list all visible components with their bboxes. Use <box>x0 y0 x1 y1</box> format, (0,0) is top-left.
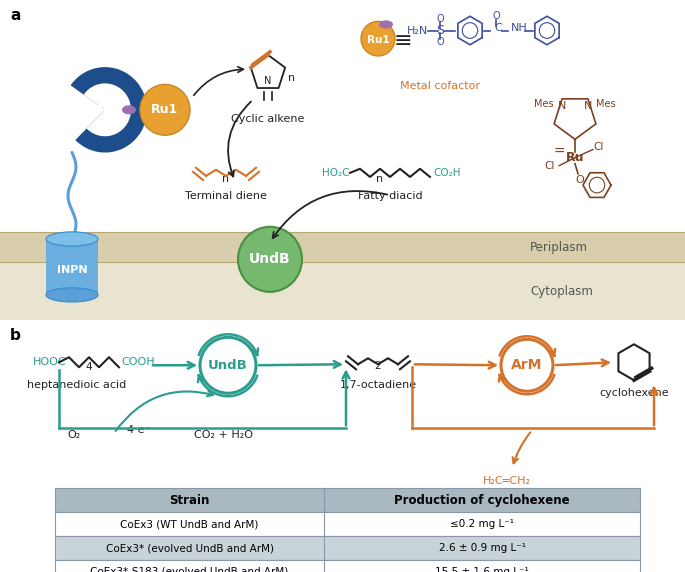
Text: COOH: COOH <box>121 358 155 367</box>
Ellipse shape <box>46 232 98 246</box>
Bar <box>0 232 685 263</box>
Text: Ru1: Ru1 <box>366 35 389 45</box>
Text: =: = <box>553 145 565 158</box>
Text: O: O <box>575 175 584 185</box>
Text: CoEx3 (WT UndB and ArM): CoEx3 (WT UndB and ArM) <box>121 519 259 529</box>
Ellipse shape <box>46 288 98 302</box>
Text: Terminal diene: Terminal diene <box>185 191 267 201</box>
Text: 2: 2 <box>375 362 382 371</box>
Bar <box>55 488 640 512</box>
Circle shape <box>361 21 395 56</box>
Text: 4 e⁻: 4 e⁻ <box>127 425 151 435</box>
Bar <box>46 239 98 295</box>
Text: N: N <box>584 101 593 111</box>
Text: Strain: Strain <box>169 494 210 507</box>
Text: b: b <box>10 328 21 343</box>
Text: 2.6 ± 0.9 mg L⁻¹: 2.6 ± 0.9 mg L⁻¹ <box>438 543 525 553</box>
Text: n: n <box>288 73 295 84</box>
Circle shape <box>200 337 256 393</box>
Text: Cytoplasm: Cytoplasm <box>530 285 593 298</box>
Text: ≤0.2 mg L⁻¹: ≤0.2 mg L⁻¹ <box>450 519 514 529</box>
Bar <box>0 263 685 320</box>
Text: S: S <box>436 24 444 37</box>
Text: ArM: ArM <box>511 358 543 372</box>
Bar <box>55 512 640 536</box>
Text: O: O <box>493 11 500 21</box>
Circle shape <box>140 85 190 135</box>
Text: NH: NH <box>511 23 527 34</box>
Text: INPN: INPN <box>57 265 87 275</box>
Circle shape <box>501 339 553 391</box>
Text: HOOC: HOOC <box>33 358 66 367</box>
Text: Mes: Mes <box>596 98 616 109</box>
Text: 1,7-octadiene: 1,7-octadiene <box>340 380 416 390</box>
Text: n: n <box>377 174 384 184</box>
Text: 4: 4 <box>86 362 92 372</box>
Text: Mes: Mes <box>534 98 554 109</box>
Text: N: N <box>558 101 566 111</box>
Text: cyclohexene: cyclohexene <box>599 388 669 398</box>
Text: C: C <box>494 23 501 34</box>
Text: Cl: Cl <box>593 142 603 153</box>
Text: 15.5 ± 1.6 mg L⁻¹: 15.5 ± 1.6 mg L⁻¹ <box>435 567 529 572</box>
Text: UndB: UndB <box>208 359 248 372</box>
Text: Ru: Ru <box>566 151 584 164</box>
Text: CO₂H: CO₂H <box>433 168 460 178</box>
Text: O: O <box>436 37 444 47</box>
Text: CoEx3*-S183 (evolved UndB and ArM): CoEx3*-S183 (evolved UndB and ArM) <box>90 567 288 572</box>
Text: Periplasm: Periplasm <box>530 241 588 253</box>
Text: CoEx3* (evolved UndB and ArM): CoEx3* (evolved UndB and ArM) <box>105 543 273 553</box>
Text: Metal cofactor: Metal cofactor <box>400 81 480 92</box>
Bar <box>55 560 640 572</box>
Text: Fatty diacid: Fatty diacid <box>358 191 423 201</box>
Wedge shape <box>84 84 131 136</box>
Text: N: N <box>264 76 272 86</box>
Text: O₂: O₂ <box>67 430 81 440</box>
Circle shape <box>238 227 302 292</box>
Text: ≡: ≡ <box>394 31 412 51</box>
Bar <box>55 536 640 560</box>
Text: a: a <box>10 8 21 23</box>
Text: n: n <box>223 174 229 184</box>
Text: Cyclic alkene: Cyclic alkene <box>232 114 305 124</box>
Ellipse shape <box>122 105 136 114</box>
Ellipse shape <box>379 21 393 29</box>
Text: Production of cyclohexene: Production of cyclohexene <box>395 494 570 507</box>
Text: hCAll: hCAll <box>83 105 109 114</box>
Wedge shape <box>71 67 147 153</box>
Text: Ru1: Ru1 <box>151 104 179 116</box>
Text: O: O <box>436 14 444 25</box>
Text: H₂C═CH₂: H₂C═CH₂ <box>483 476 531 486</box>
Text: CO₂ + H₂O: CO₂ + H₂O <box>195 430 253 440</box>
Text: Cl: Cl <box>545 161 555 171</box>
Text: heptanedioic acid: heptanedioic acid <box>27 380 127 390</box>
Text: HO₂C: HO₂C <box>323 168 350 178</box>
Text: UndB: UndB <box>249 252 291 267</box>
Text: H₂N: H₂N <box>407 26 428 35</box>
